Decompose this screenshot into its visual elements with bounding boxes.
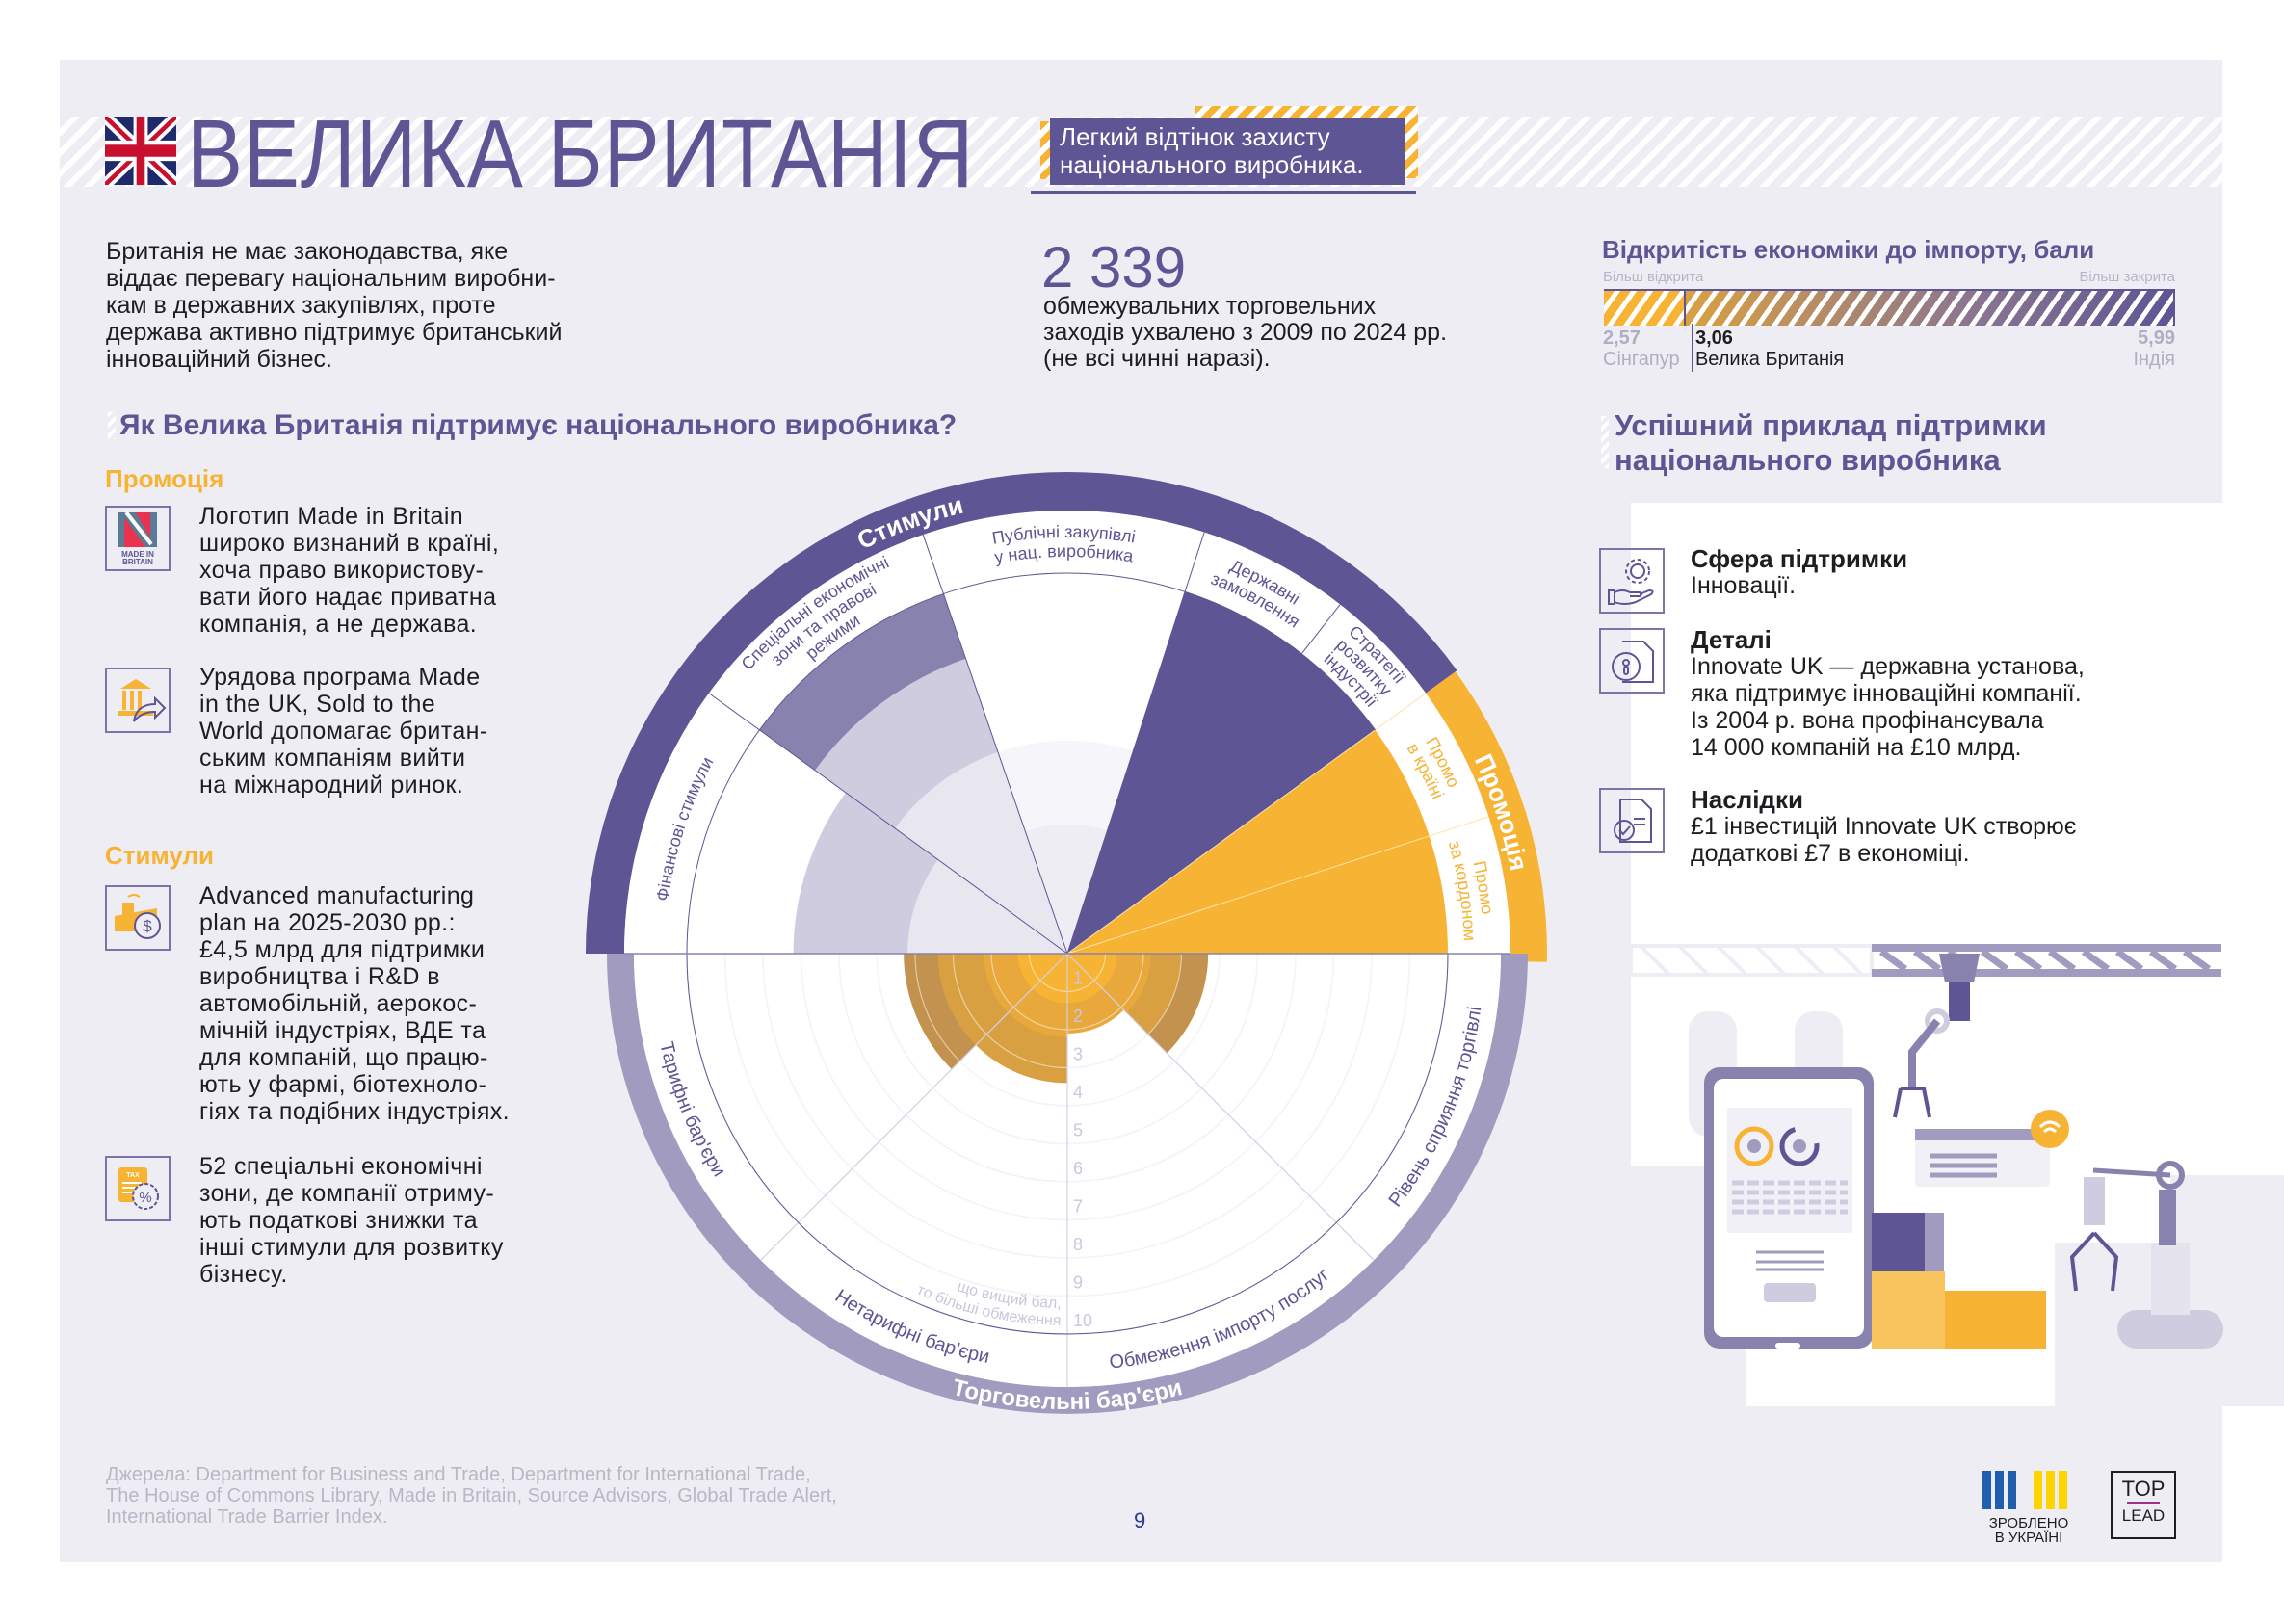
group-title-promotion: Промоція	[105, 464, 224, 493]
document-check-icon	[1599, 788, 1665, 853]
upper-sector-bar	[1067, 591, 1302, 954]
openness-bar	[1604, 289, 2175, 326]
sector-divider	[1066, 953, 1375, 1261]
ukraine-stripes-icon	[1982, 1471, 2067, 1509]
case-item-text: Інновації.	[1691, 572, 1797, 599]
case-item-title: Деталі	[1691, 625, 1772, 654]
top-lead-logo: TOP LEAD	[2111, 1471, 2176, 1539]
wifi-icon	[2038, 1120, 2061, 1134]
group-band-promotion	[1424, 671, 1547, 962]
factory-money-icon: $	[105, 885, 171, 951]
top-lead-logo-top: TOP	[2121, 1477, 2166, 1501]
background-truss	[1631, 944, 1874, 977]
group-title-incentives: Стимули	[105, 841, 215, 870]
tagline-badge: Легкий відтінок захисту національного ви…	[1031, 106, 1418, 195]
sector-divider	[1066, 532, 1205, 955]
sector-divider	[760, 953, 1068, 1261]
openness-left-hint: Більш відкрита	[1603, 269, 1704, 285]
openness-max-value: 5,99	[2138, 327, 2175, 349]
openness-title: Відкритість економіки до імпорту, бали	[1602, 235, 2095, 264]
stat-value: 2 339	[1041, 235, 1187, 300]
openness-current-country: Велика Британія	[1694, 349, 1845, 370]
incentive-item-text: 52 спеціальні економічні зони, де компан…	[199, 1153, 504, 1288]
openness-current-value: 3,06	[1694, 327, 1733, 349]
upper-sector-bar	[895, 751, 1067, 954]
svg-text:$: $	[143, 917, 152, 935]
scale-tick-label: 9	[1073, 1273, 1083, 1293]
hand-gear-icon	[1599, 548, 1665, 614]
sources-note: Джерела: Department for Business and Tra…	[106, 1464, 837, 1528]
heading-slash-decoration	[1601, 416, 1609, 468]
cargo-boxes	[1872, 1213, 2046, 1349]
label-band-edge	[686, 572, 1376, 955]
info-card	[1915, 1110, 2069, 1187]
document-lock-icon	[1599, 628, 1665, 694]
case-study-heading: Успішний приклад підтримки національного…	[1615, 408, 2047, 477]
scale-tick-label: 7	[1073, 1197, 1083, 1217]
openness-right-hint: Більш закрита	[2079, 269, 2176, 285]
robot-arm	[2069, 1161, 2223, 1349]
smartphone	[1704, 1067, 1874, 1349]
crane-truss	[1872, 944, 2221, 977]
uk-flag-icon	[105, 117, 176, 185]
sector-divider	[922, 534, 1068, 955]
case-item-text: Innovate UK — державна установа, яка під…	[1691, 653, 2085, 761]
scale-tick-label: 8	[1073, 1235, 1083, 1254]
top-lead-divider	[2127, 1502, 2160, 1504]
page-title: ВЕЛИКА БРИТАНІЯ	[187, 100, 975, 208]
promotion-item-text: Логотип Made in Britain широко визнаний …	[199, 503, 500, 638]
heading-slash-decoration	[108, 412, 116, 439]
made-in-ukraine-logo: ЗРОБЛЕНО В УКРАЇНІ	[1981, 1471, 2077, 1545]
tax-discount-icon: TAX %	[105, 1156, 171, 1221]
scale-tick-label: 10	[1073, 1311, 1092, 1330]
svg-text:BRITAIN: BRITAIN	[122, 558, 153, 566]
top-lead-logo-bottom: LEAD	[2121, 1506, 2166, 1525]
sector-divider	[1066, 693, 1427, 955]
case-item-title: Сфера підтримки	[1691, 544, 1908, 573]
sector-divider	[708, 693, 1068, 955]
scale-tick-label: 2	[1073, 1007, 1083, 1026]
upper-sector-bar	[1067, 653, 1376, 954]
openness-max-country: Індія	[2133, 349, 2175, 370]
made-in-ukraine-text: ЗРОБЛЕНО В УКРАЇНІ	[1988, 1515, 2069, 1546]
tagline-underline	[1031, 191, 1416, 194]
scale-tick-label: 1	[1073, 969, 1083, 988]
openness-marker-line	[1691, 324, 1693, 372]
svg-text:%: %	[139, 1190, 151, 1206]
government-export-icon	[105, 668, 171, 733]
case-item-text: £1 інвестицій Innovate UK створює додатк…	[1691, 813, 2077, 867]
case-item-title: Наслідки	[1691, 785, 1803, 814]
scale-tick-label: 6	[1073, 1159, 1083, 1178]
upper-sector-bar	[907, 859, 1067, 954]
label-band-edge	[686, 953, 1449, 1335]
openness-marker	[1683, 291, 1686, 326]
tagline-stripe	[1040, 121, 1050, 179]
scale-tick-label: 3	[1073, 1045, 1083, 1064]
hanging-robot-arm	[1893, 954, 1980, 1118]
upper-sector-bar	[1067, 729, 1430, 954]
made-in-britain-logo-icon: MADE IN BRITAIN	[105, 506, 171, 571]
upper-sector-bar	[1067, 835, 1448, 954]
scale-tick-label: 5	[1073, 1121, 1083, 1140]
stat-description: обмежувальних торговельних заходів ухвал…	[1043, 293, 1448, 372]
openness-min-value: 2,57	[1603, 327, 1641, 349]
openness-min-country: Сінгапур	[1603, 349, 1680, 370]
group-band-incentives	[586, 471, 1457, 954]
scale-tick-label: 4	[1073, 1083, 1083, 1102]
tax-label: TAX	[126, 1172, 140, 1179]
intro-paragraph: Британія не має законодавства, яке відда…	[106, 238, 563, 373]
sector-divider	[1066, 604, 1341, 955]
factory-automation-illustration	[1631, 944, 2284, 1406]
support-section-heading: Як Велика Британія підтримує національно…	[119, 409, 958, 441]
incentive-item-text: Advanced manufacturing plan на 2025-2030…	[199, 882, 511, 1125]
tagline-text: Легкий відтінок захисту національного ви…	[1050, 118, 1405, 185]
promotion-item-text: Урядова програма Made in the UK, Sold to…	[199, 664, 488, 799]
page-number: 9	[1134, 1508, 1146, 1532]
sector-divider	[1066, 816, 1489, 955]
upper-sector-bar	[1025, 824, 1108, 954]
made-in-britain-logo-text: MADE IN	[121, 550, 154, 559]
